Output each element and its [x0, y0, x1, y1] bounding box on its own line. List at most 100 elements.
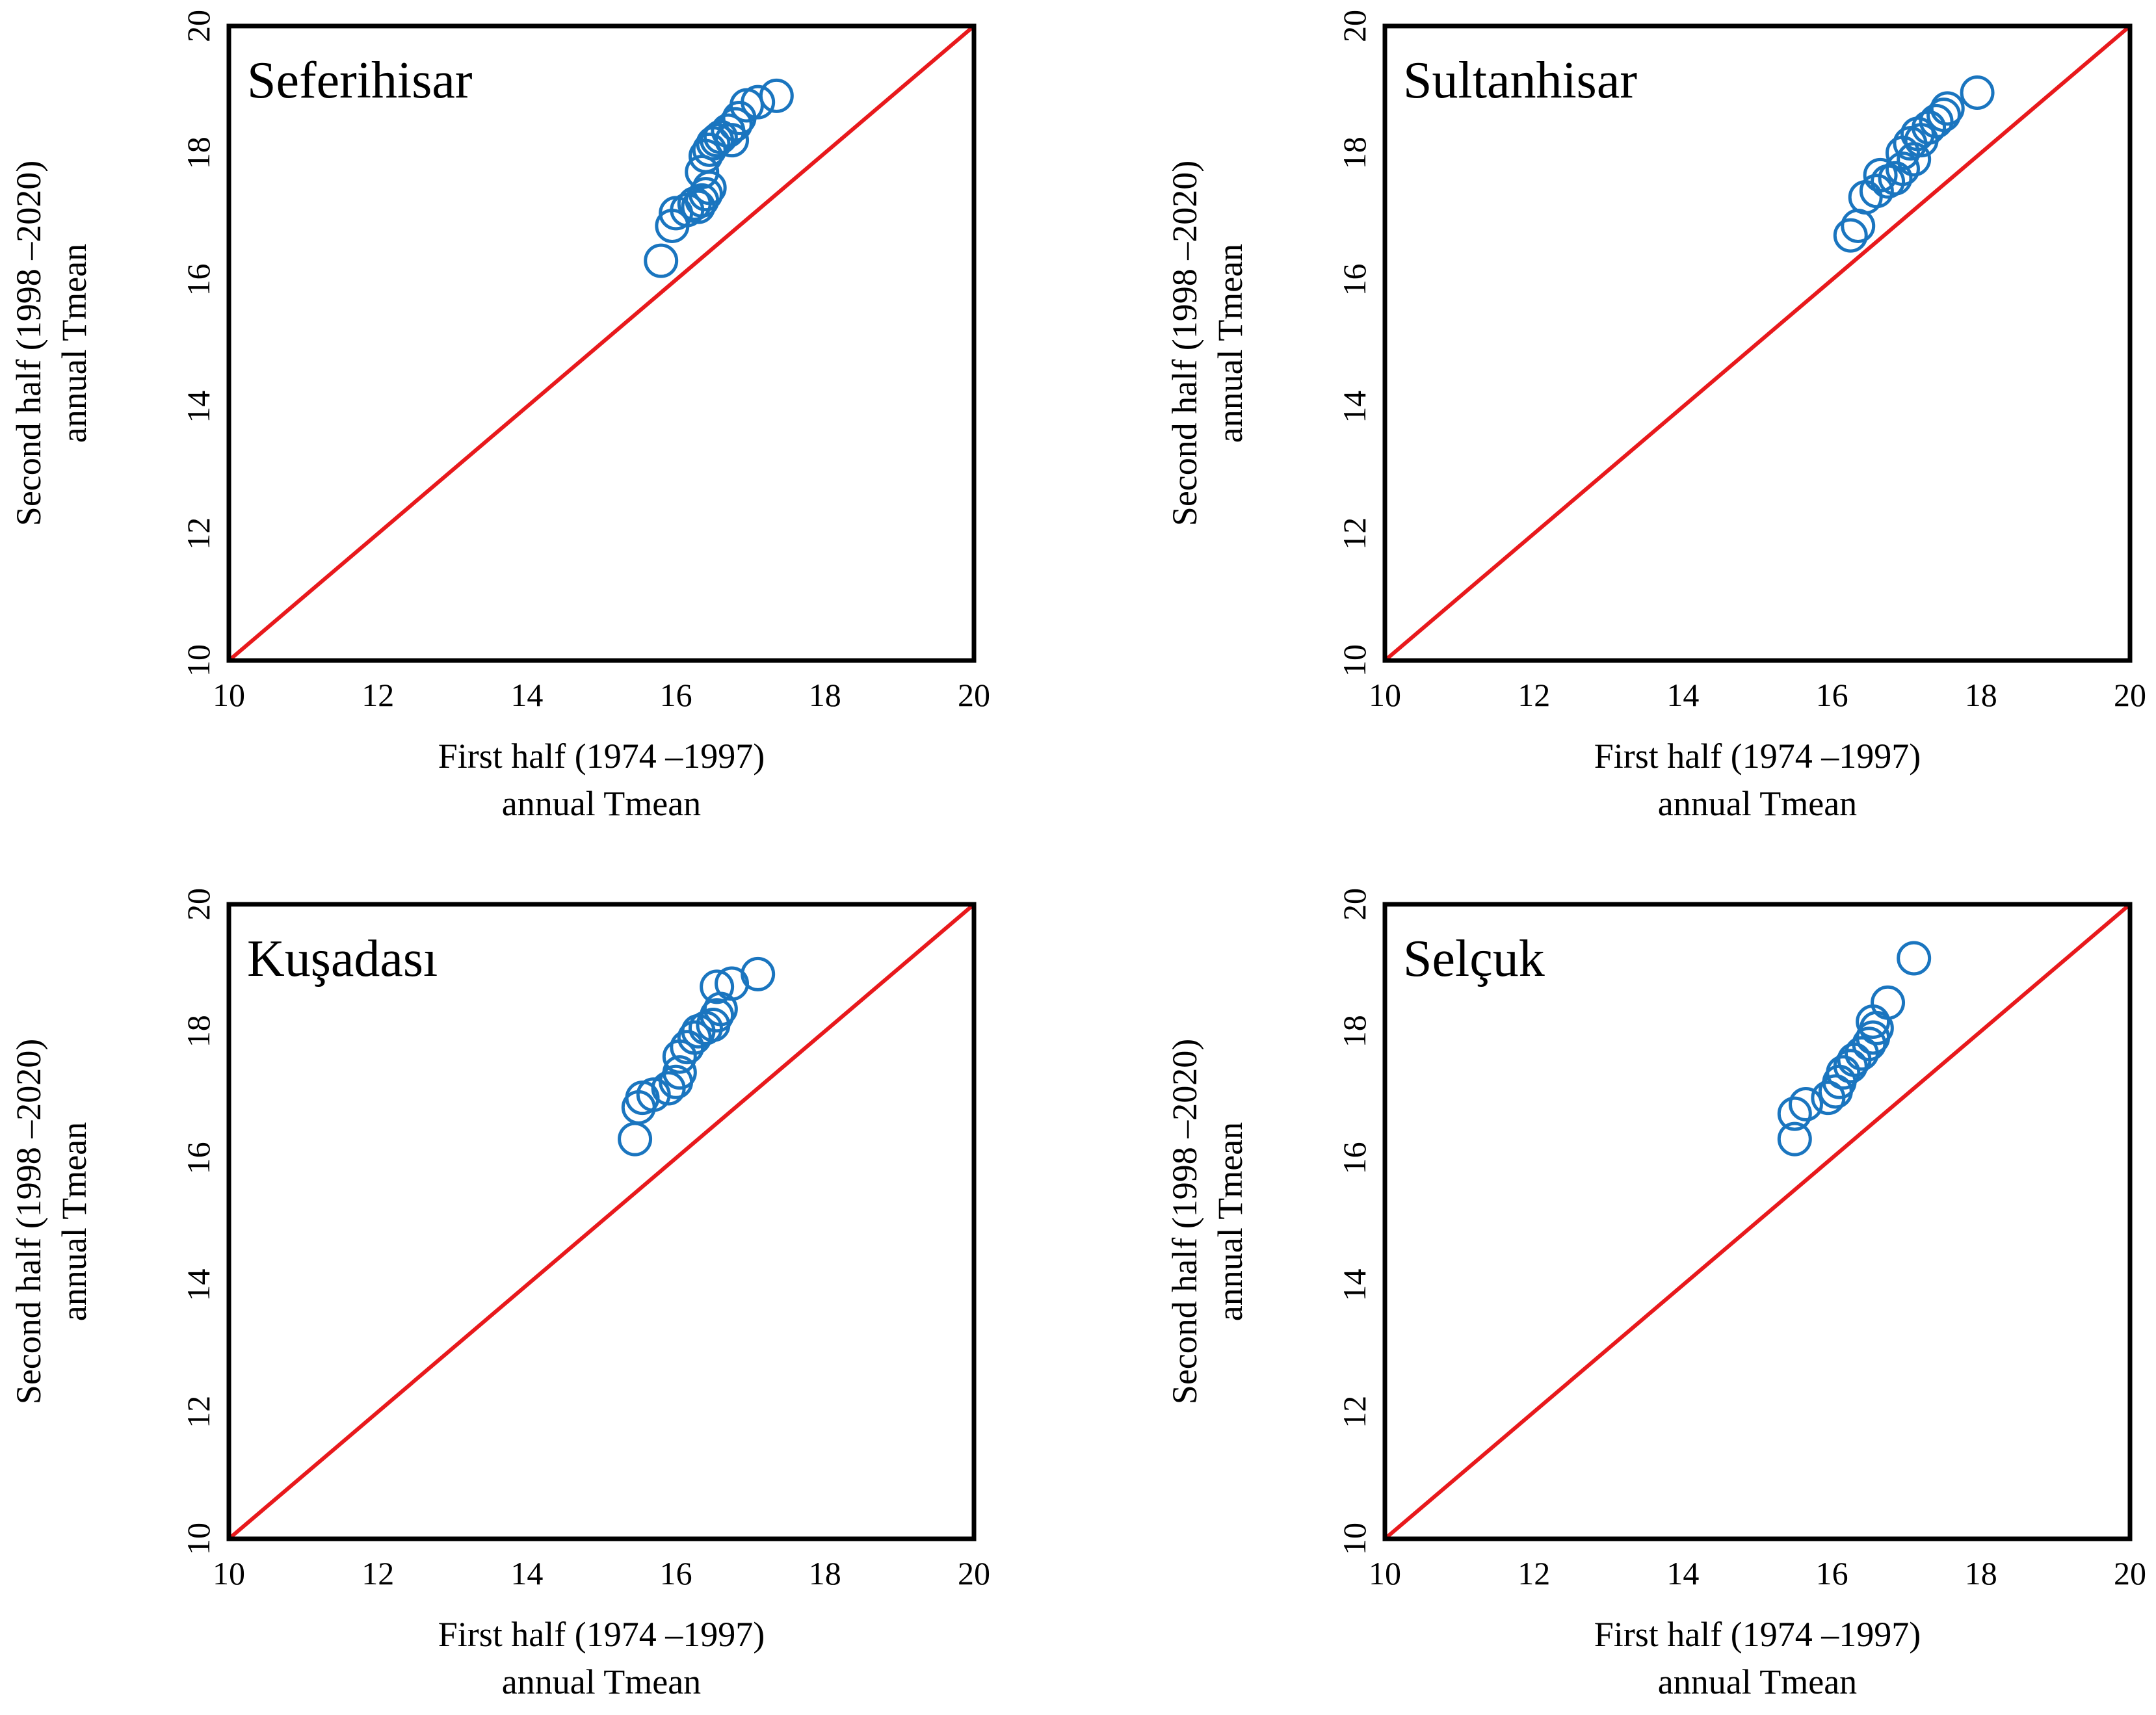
y-tick-label: 14	[1336, 1269, 1373, 1302]
station-title: Kuşadası	[247, 930, 438, 988]
y-tick-label: 16	[180, 1142, 217, 1174]
data-point	[1960, 75, 1995, 110]
y-tick-label: 20	[1336, 10, 1373, 42]
x-tick-label: 20	[2114, 1555, 2146, 1591]
plot-frame	[226, 902, 977, 1541]
data-point	[644, 243, 679, 278]
y-tick-label: 20	[1336, 888, 1373, 921]
x-axis-title-line2: annual Tmean	[1658, 784, 1857, 823]
reference-line	[228, 902, 975, 1541]
y-tick-label: 18	[180, 137, 217, 169]
y-tick-label: 20	[180, 10, 217, 42]
y-axis-title: Second half (1998 –2020)	[1165, 161, 1204, 526]
plot-frame	[226, 23, 977, 663]
data-point	[1897, 941, 1932, 976]
x-tick-label: 10	[213, 677, 245, 713]
x-tick-label: 10	[1369, 1555, 1401, 1591]
station-title: Selçuk	[1403, 930, 1545, 988]
y-axis-title-line2: annual Tmean	[55, 244, 94, 443]
y-tick-label: 10	[1336, 1523, 1373, 1555]
y-tick-label: 12	[1336, 1396, 1373, 1428]
x-tick-label: 18	[1965, 1555, 1997, 1591]
y-axis-title: Second half (1998 –2020)	[9, 161, 48, 526]
y-axis-title-line2: annual Tmean	[55, 1122, 94, 1321]
data-point	[618, 1121, 653, 1157]
y-tick-label: 20	[180, 888, 217, 921]
data-point	[741, 85, 776, 120]
data-point	[1897, 142, 1932, 177]
y-tick-label: 16	[1336, 1142, 1373, 1174]
x-axis-title-line2: annual Tmean	[1658, 1662, 1857, 1701]
x-tick-label: 12	[1518, 1555, 1550, 1591]
x-tick-label: 14	[1666, 677, 1699, 713]
plot-frame	[1382, 23, 2133, 663]
data-point	[1926, 98, 1961, 133]
y-tick-label: 16	[180, 263, 217, 296]
x-tick-label: 14	[510, 1555, 543, 1591]
y-tick-label: 12	[180, 1396, 217, 1428]
x-tick-label: 16	[660, 1555, 692, 1591]
y-axis-title: Second half (1998 –2020)	[9, 1039, 48, 1404]
data-point	[1841, 208, 1876, 243]
data-point	[700, 969, 735, 1004]
x-tick-label: 20	[958, 1555, 990, 1591]
data-point	[662, 1055, 697, 1090]
data-point	[1848, 180, 1883, 215]
y-tick-label: 16	[1336, 263, 1373, 296]
data-point	[700, 998, 735, 1033]
x-tick-label: 10	[1369, 677, 1401, 713]
x-tick-label: 14	[510, 677, 543, 713]
y-tick-label: 18	[1336, 137, 1373, 169]
x-tick-label: 10	[213, 1555, 245, 1591]
x-tick-label: 12	[362, 677, 394, 713]
x-tick-label: 12	[362, 1555, 394, 1591]
data-point	[741, 956, 776, 991]
x-axis-title-line2: annual Tmean	[502, 1662, 701, 1701]
chart-panel-4: 10 12 14 16 18 20 10 12 14 16 18 20 First half (1974…	[1165, 888, 2146, 1701]
x-tick-label: 12	[1518, 677, 1550, 713]
x-axis-title-line2: annual Tmean	[502, 784, 701, 823]
y-tick-label: 14	[180, 391, 217, 423]
data-point	[1930, 91, 1965, 126]
x-tick-label: 18	[1965, 677, 1997, 713]
y-tick-label: 10	[1336, 644, 1373, 677]
data-point	[1852, 1027, 1887, 1062]
reference-line	[1384, 902, 2131, 1541]
x-axis-title: First half (1974 –1997)	[438, 737, 765, 776]
data-point	[759, 78, 794, 113]
y-tick-label: 10	[180, 644, 217, 677]
x-tick-label: 18	[809, 677, 841, 713]
y-tick-label: 18	[180, 1015, 217, 1047]
chart-panel-3: 10 12 14 16 18 20 10 12 14 16 18 20 First half (1974…	[9, 888, 990, 1701]
data-point	[715, 123, 750, 158]
chart-panel-2: 10 12 14 16 18 20 10 12 14 16 18 20 First half (1974…	[1165, 10, 2146, 823]
data-point	[1777, 1121, 1812, 1157]
plot-frame	[1382, 902, 2133, 1541]
x-tick-label: 16	[1816, 677, 1848, 713]
data-point	[1833, 1049, 1868, 1084]
y-axis-title-line2: annual Tmean	[1211, 1122, 1250, 1321]
data-point	[1871, 985, 1906, 1020]
y-axis-title: Second half (1998 –2020)	[1165, 1039, 1204, 1404]
station-title: Sultanhisar	[1403, 52, 1637, 109]
chart-panel-1: 10 12 14 16 18 20 10 12 14 16 18 20 First half (1974…	[9, 10, 990, 823]
x-axis-title: First half (1974 –1997)	[1594, 737, 1921, 776]
x-tick-label: 20	[958, 677, 990, 713]
data-point	[1826, 1055, 1861, 1090]
data-point	[677, 1020, 712, 1055]
y-axis-title-line2: annual Tmean	[1211, 244, 1250, 443]
x-tick-label: 20	[2114, 677, 2146, 713]
data-point	[718, 107, 753, 142]
data-point	[688, 177, 723, 212]
data-point	[692, 132, 727, 167]
x-axis-title: First half (1974 –1997)	[438, 1615, 765, 1654]
x-tick-label: 14	[1666, 1555, 1699, 1591]
station-title: Seferihisar	[247, 52, 473, 109]
reference-line	[1384, 24, 2131, 662]
y-tick-label: 12	[180, 517, 217, 550]
data-point	[1777, 1096, 1812, 1131]
data-point	[1878, 161, 1913, 196]
data-point	[1859, 174, 1894, 209]
x-tick-label: 16	[660, 677, 692, 713]
data-point	[1885, 151, 1920, 187]
